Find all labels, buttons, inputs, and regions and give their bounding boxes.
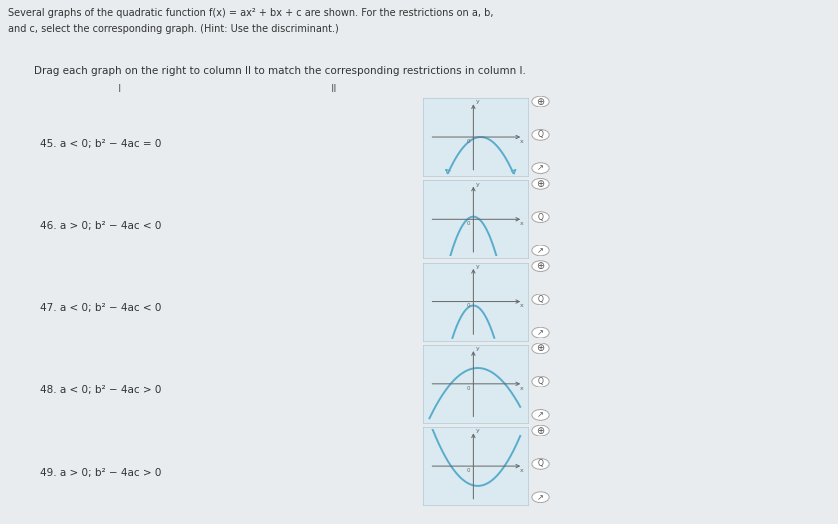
Text: ⊕: ⊕ xyxy=(536,96,545,106)
Circle shape xyxy=(532,425,549,436)
Circle shape xyxy=(532,245,549,256)
Text: x: x xyxy=(520,303,524,309)
Circle shape xyxy=(532,328,549,338)
Text: Q: Q xyxy=(537,460,544,468)
Text: 45. a < 0; b² − 4ac = 0: 45. a < 0; b² − 4ac = 0 xyxy=(40,139,162,149)
Circle shape xyxy=(532,129,549,140)
Text: x: x xyxy=(520,221,524,226)
Circle shape xyxy=(532,410,549,420)
Circle shape xyxy=(532,376,549,387)
Text: ↗: ↗ xyxy=(537,163,544,172)
Text: 46. a > 0; b² − 4ac < 0: 46. a > 0; b² − 4ac < 0 xyxy=(40,221,162,231)
Circle shape xyxy=(532,492,549,503)
Text: 0: 0 xyxy=(467,468,470,473)
Text: Q: Q xyxy=(537,377,544,386)
Text: ↗: ↗ xyxy=(537,328,544,337)
Text: ⊕: ⊕ xyxy=(536,343,545,353)
Text: Q: Q xyxy=(537,130,544,139)
Text: Several graphs of the quadratic function f(x) = ax² + bx + c are shown. For the : Several graphs of the quadratic function… xyxy=(8,8,494,18)
Text: 0: 0 xyxy=(467,386,470,391)
Text: 0: 0 xyxy=(467,303,470,309)
Text: Q: Q xyxy=(537,213,544,222)
Text: II: II xyxy=(331,83,338,94)
Text: ⊕: ⊕ xyxy=(536,261,545,271)
Text: 48. a < 0; b² − 4ac > 0: 48. a < 0; b² − 4ac > 0 xyxy=(40,386,162,396)
Text: ⊕: ⊕ xyxy=(536,425,545,435)
Text: x: x xyxy=(520,386,524,391)
Text: y: y xyxy=(476,182,479,187)
Circle shape xyxy=(532,96,549,107)
Circle shape xyxy=(532,163,549,173)
Circle shape xyxy=(532,261,549,271)
Text: x: x xyxy=(520,468,524,473)
Text: 47. a < 0; b² − 4ac < 0: 47. a < 0; b² − 4ac < 0 xyxy=(40,303,162,313)
Circle shape xyxy=(532,212,549,223)
Text: Q: Q xyxy=(537,295,544,304)
Text: and c, select the corresponding graph. (Hint: Use the discriminant.): and c, select the corresponding graph. (… xyxy=(8,24,339,34)
Text: Drag each graph on the right to column II to match the corresponding restriction: Drag each graph on the right to column I… xyxy=(34,66,525,75)
Text: 0: 0 xyxy=(467,221,470,226)
Text: ↗: ↗ xyxy=(537,493,544,501)
Circle shape xyxy=(532,294,549,305)
Text: y: y xyxy=(476,429,479,433)
Text: y: y xyxy=(476,346,479,351)
Text: I: I xyxy=(118,83,122,94)
Text: y: y xyxy=(476,100,479,104)
Text: y: y xyxy=(476,264,479,269)
Text: ↗: ↗ xyxy=(537,410,544,419)
Circle shape xyxy=(532,343,549,354)
Circle shape xyxy=(532,458,549,470)
Text: x: x xyxy=(520,139,524,144)
Text: ↗: ↗ xyxy=(537,246,544,255)
Circle shape xyxy=(532,179,549,189)
Text: 49. a > 0; b² − 4ac > 0: 49. a > 0; b² − 4ac > 0 xyxy=(40,468,162,478)
Text: ⊕: ⊕ xyxy=(536,179,545,189)
Text: 0: 0 xyxy=(467,139,470,144)
